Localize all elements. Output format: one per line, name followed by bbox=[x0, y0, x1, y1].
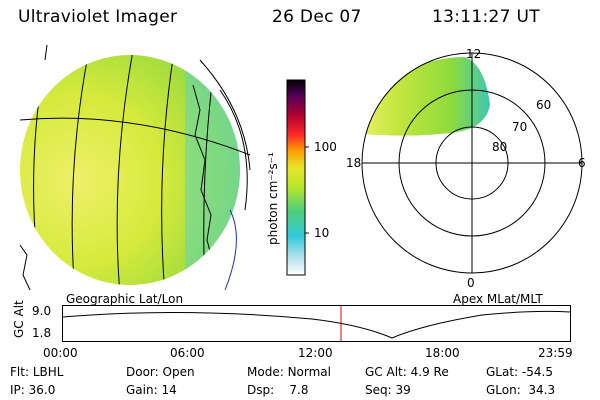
info-seq: Seq: 39 bbox=[365, 383, 411, 397]
altitude-plot bbox=[62, 305, 571, 342]
mlt-label-0: 0 bbox=[467, 276, 475, 290]
info-filter: Flt: LBHL bbox=[10, 365, 64, 379]
lat-label-70: 70 bbox=[512, 120, 528, 134]
altitude-ytick-min: 1.8 bbox=[32, 326, 52, 340]
left-panel-label: Geographic Lat/Lon bbox=[66, 292, 184, 306]
lat-label-60: 60 bbox=[536, 98, 552, 112]
observation-date: 26 Dec 07 bbox=[272, 7, 362, 27]
info-gain: Gain: 14 bbox=[126, 383, 177, 397]
mlt-label-12: 12 bbox=[466, 47, 482, 61]
info-ip: IP: 36.0 bbox=[10, 383, 56, 397]
altitude-xtick-3: 18:00 bbox=[425, 346, 460, 360]
altitude-xtick-2: 12:00 bbox=[298, 346, 333, 360]
altitude-xtick-0: 00:00 bbox=[43, 346, 78, 360]
observation-time: 13:11:27 UT bbox=[432, 7, 540, 27]
mlt-label-18: 18 bbox=[346, 156, 362, 170]
info-glon: GLon: 34.3 bbox=[486, 383, 556, 397]
altitude-xtick-4: 23:59 bbox=[538, 346, 573, 360]
instrument-title: Ultraviolet Imager bbox=[18, 7, 178, 27]
info-door: Door: Open bbox=[126, 365, 195, 379]
earth-disk-image bbox=[19, 44, 251, 291]
lat-label-80: 80 bbox=[492, 140, 508, 154]
info-dsp: Dsp: 7.8 bbox=[247, 383, 309, 397]
altitude-ytick-max: 9.0 bbox=[32, 304, 52, 318]
colorbar-unit-label: photon cm⁻²s⁻¹ bbox=[266, 152, 280, 245]
info-mode: Mode: Normal bbox=[247, 365, 331, 379]
mlt-label-6: 6 bbox=[578, 156, 586, 170]
colorbar bbox=[286, 79, 309, 276]
colorbar-tick-10: 10 bbox=[314, 226, 330, 240]
altitude-xtick-1: 06:00 bbox=[170, 346, 205, 360]
polar-plot bbox=[361, 52, 583, 274]
info-gc-alt: GC Alt: 4.9 Re bbox=[365, 365, 449, 379]
right-panel-label: Apex MLat/MLT bbox=[453, 292, 543, 306]
info-glat: GLat: -54.5 bbox=[486, 365, 553, 379]
colorbar-tick-100: 100 bbox=[314, 140, 337, 154]
altitude-ylabel: GC Alt bbox=[12, 300, 26, 338]
